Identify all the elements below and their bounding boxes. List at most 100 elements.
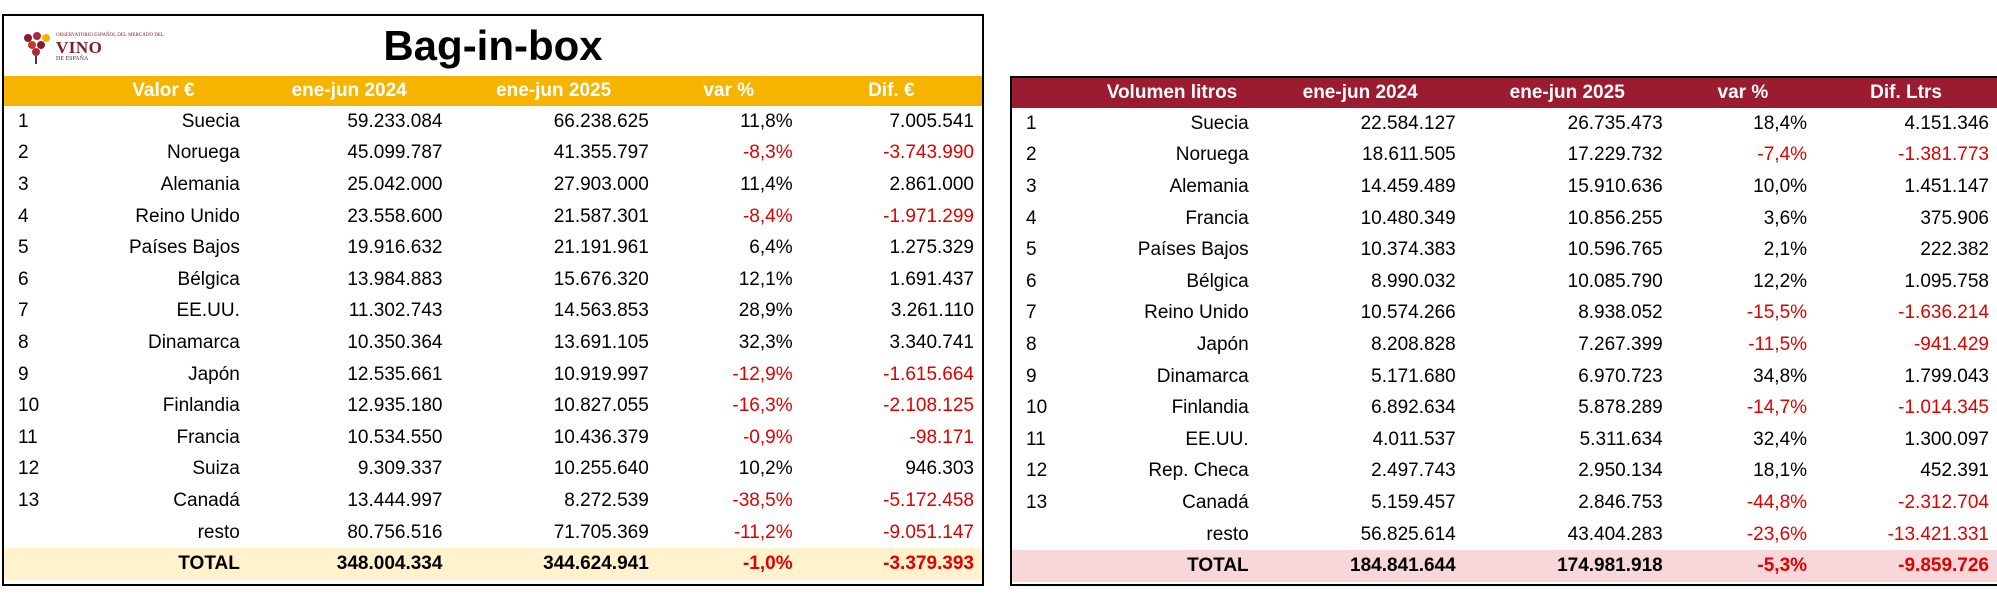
cell-y2025: 13.691.105 xyxy=(553,331,649,353)
cell-var: 12,1% xyxy=(738,268,793,290)
cell-country: Reino Unido xyxy=(1144,302,1249,324)
table-row: 8 Dinamarca 10.350.364 13.691.105 32,3% 3.340… xyxy=(4,327,982,359)
cell-dif: 2.861.000 xyxy=(889,173,974,195)
cell-y2024: 5.171.680 xyxy=(1371,365,1456,387)
cell-y2024: 9.309.337 xyxy=(357,458,443,480)
cell-dif: -1.615.664 xyxy=(883,363,974,385)
cell-dif: -1.636.214 xyxy=(1898,302,1989,324)
table-row: resto 80.756.516 71.705.369 -11,2% -9.051.14… xyxy=(4,517,982,549)
table-row: 3 Alemania 14.459.489 15.910.636 10,0% 1.451.… xyxy=(1012,171,1997,203)
cell-y2024: 10.534.550 xyxy=(347,426,443,448)
cell-country: Países Bajos xyxy=(1137,239,1249,261)
cell-country: Francia xyxy=(1185,207,1249,229)
cell-dif: -98.171 xyxy=(909,426,974,448)
cell-dif: 1.451.147 xyxy=(1904,175,1989,197)
cell-dif: 4.151.346 xyxy=(1904,112,1989,134)
cell-var: -8,3% xyxy=(742,142,793,164)
cell-country: Canadá xyxy=(1182,491,1249,513)
cell-y2024: 10.374.383 xyxy=(1360,239,1456,261)
cell-country: TOTAL xyxy=(178,553,240,575)
table-row: 6 Bélgica 13.984.883 15.676.320 12,1% 1.691.4… xyxy=(4,264,982,296)
column-header: Dif. € xyxy=(868,80,915,101)
cell-rank: 12 xyxy=(1026,460,1048,482)
cell-country: Suecia xyxy=(1190,112,1249,134)
cell-rank: 5 xyxy=(18,237,29,259)
cell-y2024: 10.574.266 xyxy=(1360,302,1456,324)
cell-dif: 3.261.110 xyxy=(890,300,974,322)
cell-var: -44,8% xyxy=(1746,491,1808,513)
table-row: 2 Noruega 45.099.787 41.355.797 -8,3% -3.743.… xyxy=(4,138,982,170)
table-row: 2 Noruega 18.611.505 17.229.732 -7,4% -1.381.… xyxy=(1012,140,1997,172)
column-header: Dif. Ltrs xyxy=(1870,82,1942,103)
total-row: TOTAL 184.841.644 174.981.918 -5,3% -9.859.7… xyxy=(1012,550,1997,582)
cell-var: -5,3% xyxy=(1757,555,1808,577)
cell-dif: 3.340.741 xyxy=(889,331,974,353)
cell-y2025: 10.827.055 xyxy=(553,395,649,417)
cell-dif: 1.691.437 xyxy=(889,268,974,290)
cell-country: Países Bajos xyxy=(128,237,240,259)
column-header: ene-jun 2024 xyxy=(291,80,407,101)
cell-y2025: 5.311.634 xyxy=(1579,428,1663,450)
table-row: 5 Países Bajos 19.916.632 21.191.961 6,4% 1.2… xyxy=(4,232,982,264)
cell-dif: -1.381.773 xyxy=(1898,144,1989,166)
cell-y2024: 5.159.457 xyxy=(1371,491,1456,513)
cell-country: Alemania xyxy=(1169,175,1249,197)
wine-logo: OBSERVATORIO ESPAÑOL DEL MERCADO DEL VIN… xyxy=(20,30,164,66)
cell-y2025: 43.404.283 xyxy=(1567,523,1663,545)
cell-y2024: 19.916.632 xyxy=(347,237,443,259)
cell-y2024: 8.208.828 xyxy=(1371,333,1456,355)
cell-y2024: 10.480.349 xyxy=(1360,207,1456,229)
cell-y2025: 21.587.301 xyxy=(553,205,649,227)
cell-y2025: 2.950.134 xyxy=(1578,460,1663,482)
table-row: 12 Suiza 9.309.337 10.255.640 10,2% 946.303 xyxy=(4,454,982,486)
cell-rank: 11 xyxy=(1026,428,1046,450)
cell-y2025: 8.272.539 xyxy=(564,489,649,511)
table-row: 13 Canadá 5.159.457 2.846.753 -44,8% -2.312.7… xyxy=(1012,487,1997,519)
cell-rank: 7 xyxy=(1026,302,1037,324)
cell-y2024: 10.350.364 xyxy=(347,331,443,353)
cell-country: Dinamarca xyxy=(147,331,240,353)
grape-icon xyxy=(24,32,50,64)
cell-y2025: 10.596.765 xyxy=(1567,239,1663,261)
cell-var: 32,3% xyxy=(738,331,793,353)
cell-country: Alemania xyxy=(160,173,240,195)
cell-y2024: 13.984.883 xyxy=(347,268,443,290)
value-panel: OBSERVATORIO ESPAÑOL DEL MERCADO DEL VIN… xyxy=(2,14,984,586)
cell-dif: 375.906 xyxy=(1920,207,1989,229)
cell-y2025: 10.856.255 xyxy=(1567,207,1663,229)
cell-country: Bélgica xyxy=(1186,270,1249,292)
cell-country: Finlandia xyxy=(1171,397,1249,419)
column-header: ene-jun 2025 xyxy=(1509,82,1625,103)
cell-country: Reino Unido xyxy=(135,205,240,227)
table-row: 6 Bélgica 8.990.032 10.085.790 12,2% 1.095.75… xyxy=(1012,266,1997,298)
cell-country: TOTAL xyxy=(1187,555,1249,577)
cell-var: -12,9% xyxy=(732,363,793,385)
cell-y2024: 22.584.127 xyxy=(1360,112,1456,134)
column-header: Volumen litros xyxy=(1106,82,1238,103)
table-row: 7 Reino Unido 10.574.266 8.938.052 -15,5% -1.… xyxy=(1012,298,1997,330)
cell-var: -0,9% xyxy=(742,426,793,448)
cell-y2025: 10.919.997 xyxy=(553,363,649,385)
cell-y2024: 23.558.600 xyxy=(347,205,443,227)
cell-rank: 10 xyxy=(18,395,40,417)
cell-rank: 9 xyxy=(1026,365,1037,387)
cell-y2025: 10.436.379 xyxy=(553,426,649,448)
cell-rank xyxy=(4,517,79,549)
cell-rank: 6 xyxy=(1026,270,1037,292)
cell-rank: 11 xyxy=(18,426,38,448)
cell-y2025: 2.846.753 xyxy=(1578,491,1663,513)
cell-y2024: 8.990.032 xyxy=(1371,270,1456,292)
table-row: 4 Francia 10.480.349 10.856.255 3,6% 375.906 xyxy=(1012,203,1997,235)
cell-y2025: 17.229.732 xyxy=(1567,144,1663,166)
cell-y2024: 14.459.489 xyxy=(1360,175,1456,197)
cell-dif: -3.743.990 xyxy=(883,142,974,164)
logo-subtext: DE ESPAÑA xyxy=(56,56,89,62)
cell-var: 32,4% xyxy=(1753,428,1808,450)
cell-y2024: 56.825.614 xyxy=(1360,523,1456,545)
value-table: Valor € ene-jun 2024 ene-jun 2025 var % Dif.… xyxy=(4,76,982,580)
cell-country: Suecia xyxy=(181,110,240,132)
table-row: 7 EE.UU. 11.302.743 14.563.853 28,9% 3.261.11… xyxy=(4,296,982,328)
cell-country: Dinamarca xyxy=(1156,365,1249,387)
table-row: 11 Francia 10.534.550 10.436.379 -0,9% -98.17… xyxy=(4,422,982,454)
cell-y2025: 10.255.640 xyxy=(553,458,649,480)
